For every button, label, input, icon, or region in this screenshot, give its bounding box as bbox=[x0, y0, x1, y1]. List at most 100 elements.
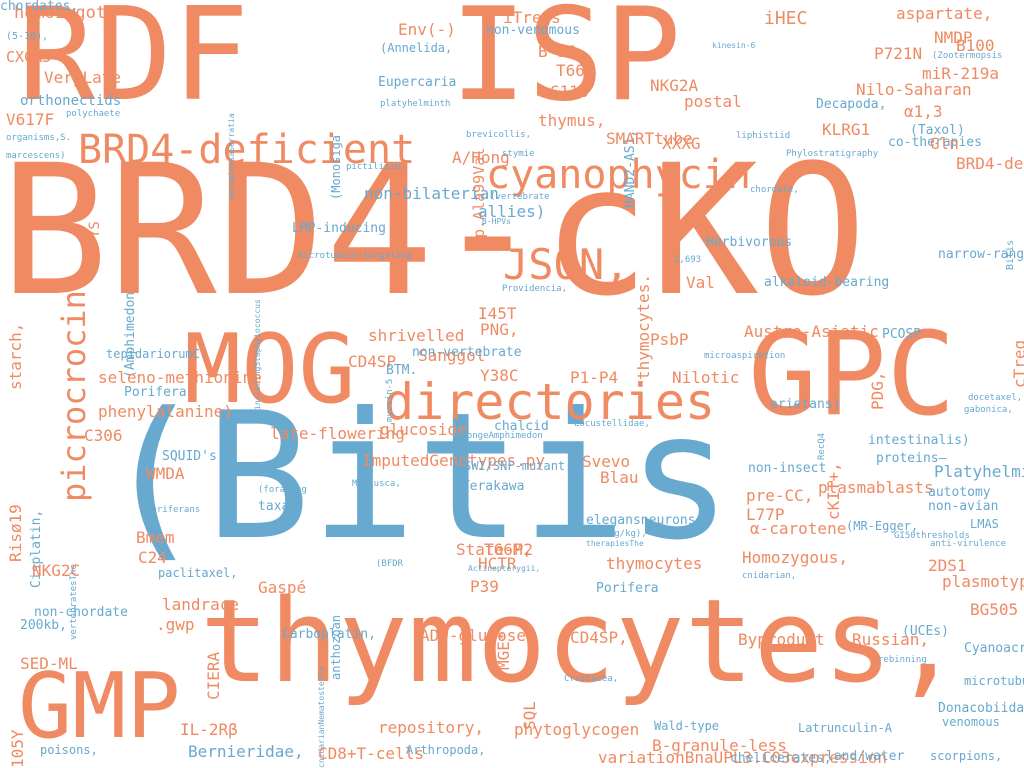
word-cloud-term: chordates, bbox=[0, 0, 79, 14]
word-cloud-term: (5-10), bbox=[6, 31, 49, 42]
word-cloud-term: iTregs bbox=[503, 8, 561, 27]
word-cloud-term: microtubule-guided bbox=[964, 674, 1024, 688]
word-cloud-term: PsbP bbox=[650, 330, 689, 349]
word-cloud-term: proteins— bbox=[876, 451, 947, 466]
word-cloud-term: homozygote bbox=[14, 3, 117, 23]
word-cloud-term: non-avian bbox=[928, 499, 999, 514]
word-cloud-term: Decapoda, bbox=[816, 97, 887, 112]
word-cloud-term: B*35 bbox=[538, 42, 577, 61]
word-cloud-term: scorpions, bbox=[930, 749, 1003, 763]
word-cloud-term: BRD4-deleted bbox=[956, 154, 1024, 173]
word-cloud-term: non-venomous bbox=[486, 23, 580, 38]
word-cloud-term: RecQ4 bbox=[817, 432, 827, 460]
word-cloud-term: land/water bbox=[826, 749, 905, 764]
word-cloud-term: variationBnaUPL3.C03expression bbox=[598, 748, 887, 767]
word-cloud-term: Cyanoacrylate bbox=[964, 641, 1024, 656]
word-cloud-term: late-flowering bbox=[270, 424, 405, 443]
word-cloud-term: C24 bbox=[138, 548, 167, 567]
word-cloud-term: paclitaxel, bbox=[158, 566, 238, 580]
word-cloud-term: PNG, bbox=[480, 320, 519, 339]
word-cloud-term: poriferans bbox=[146, 505, 201, 515]
word-cloud-term: cTreg bbox=[1010, 339, 1024, 388]
word-cloud-term: State-P2 bbox=[456, 540, 534, 559]
word-cloud-term: arietans) bbox=[770, 397, 841, 412]
word-cloud-term: Crustacea, bbox=[564, 674, 619, 684]
word-cloud-term: Svevo bbox=[582, 452, 631, 471]
word-cloud-term: pictilisib, bbox=[346, 162, 406, 172]
word-cloud-term: (Bitis bbox=[100, 376, 733, 579]
word-cloud-term: Blau bbox=[600, 468, 639, 487]
word-cloud-term: SQUID's bbox=[162, 449, 217, 464]
word-cloud-term: alkaloid-bearing bbox=[764, 275, 890, 290]
word-cloud-term: non-bilaterian bbox=[364, 184, 499, 203]
word-cloud-term: Porifera bbox=[124, 385, 187, 400]
word-cloud-term: non-insect bbox=[748, 461, 827, 476]
word-cloud-term: BRD4-cKO bbox=[0, 127, 867, 336]
word-cloud-term: Bernieridae, bbox=[188, 742, 304, 761]
word-cloud-term: starch, bbox=[6, 322, 25, 390]
word-cloud-term: (vertebrate bbox=[490, 192, 550, 202]
word-cloud-term: kinesin-6 bbox=[712, 41, 756, 50]
word-cloud-term: aspartate, bbox=[896, 4, 993, 23]
word-cloud-term: glucoside bbox=[380, 420, 467, 439]
word-cloud-term: ISP bbox=[450, 0, 682, 130]
word-cloud-term: brevicollis, bbox=[466, 130, 532, 140]
word-cloud-term: MOG bbox=[184, 315, 356, 425]
word-cloud-term: anthozoan bbox=[329, 614, 343, 680]
word-cloud-term: miR-219a bbox=[922, 64, 1000, 83]
word-cloud-term: PCOSP bbox=[882, 327, 922, 342]
word-cloud-term: thymocytes. bbox=[634, 274, 653, 380]
word-cloud-term: (Zootermopsis bbox=[932, 51, 1003, 61]
word-cloud-term: Platyhelminthes, bbox=[934, 462, 1024, 481]
word-cloud-term: postal bbox=[684, 92, 742, 111]
word-cloud-term: narrow-range bbox=[938, 247, 1024, 262]
word-cloud-term: taxa: bbox=[258, 499, 298, 514]
word-cloud-term: (Monosiga bbox=[329, 134, 343, 200]
word-cloud-term: L77P bbox=[746, 505, 785, 524]
word-cloud-term: Porifera bbox=[596, 581, 659, 596]
word-cloud-term: non-vertebrate bbox=[412, 345, 522, 360]
word-cloud-term: Nilotic bbox=[672, 368, 740, 387]
word-cloud-term: ImputedGenotypes.py bbox=[362, 451, 546, 470]
word-cloud-term: Donacobiidae bbox=[938, 701, 1024, 716]
word-cloud-term: NMDP bbox=[934, 28, 973, 47]
word-cloud-term: 2DS1 bbox=[928, 556, 967, 575]
word-cloud-term: seleno-methionine bbox=[98, 368, 262, 387]
word-cloud-term: microaspiration bbox=[704, 351, 786, 361]
word-cloud-term: microtubule-targeting bbox=[298, 251, 412, 261]
word-cloud-term: LMP-inducing bbox=[292, 221, 386, 236]
word-cloud-term: plasmablasts bbox=[818, 478, 934, 497]
word-cloud-term: RDF bbox=[18, 0, 250, 130]
word-cloud-term: cnidarian, bbox=[742, 571, 797, 581]
word-cloud-term: landrace bbox=[162, 595, 240, 614]
word-cloud-term: BG505 bbox=[970, 600, 1019, 619]
word-cloud-term: thymocytes bbox=[606, 554, 703, 573]
word-cloud-term: SWI/SNF-mutant bbox=[464, 459, 566, 473]
word-cloud-term: gabonica, bbox=[964, 405, 1013, 415]
word-cloud-term: phenylalanine) bbox=[98, 402, 233, 421]
word-cloud-term: picrocrocin bbox=[55, 290, 93, 502]
word-cloud-term: YS bbox=[87, 221, 103, 238]
word-cloud-term: Gaspé bbox=[258, 578, 307, 597]
word-cloud-term: platyhelminth bbox=[380, 99, 451, 109]
word-cloud-term: GI50thresholds bbox=[894, 531, 970, 541]
word-cloud-term: Nilo-Saharan bbox=[856, 80, 972, 99]
word-cloud-term: thymus, bbox=[538, 111, 606, 130]
word-cloud-term: spongeAmphimedon bbox=[456, 431, 543, 441]
word-cloud-term: Y38C bbox=[480, 366, 519, 385]
word-cloud-term: plasmotype. bbox=[942, 572, 1024, 591]
word-cloud-term: GPC bbox=[748, 308, 956, 442]
word-cloud-term: Sanggol bbox=[418, 346, 486, 365]
word-cloud-term: Russian, bbox=[852, 630, 930, 649]
word-cloud-term: autotomy bbox=[928, 485, 991, 500]
word-cloud-term: co-therapies bbox=[888, 135, 982, 150]
word-cloud-term: Val bbox=[686, 273, 715, 292]
word-cloud-term: B100 bbox=[956, 36, 995, 55]
word-cloud-term: LMAS bbox=[970, 517, 999, 531]
word-cloud-term: stymie bbox=[502, 149, 535, 159]
word-cloud-term: allies) bbox=[478, 202, 546, 221]
word-cloud-term: directories bbox=[384, 373, 716, 431]
word-cloud-term: chalcid bbox=[494, 419, 549, 434]
word-cloud-term: Risø19 bbox=[6, 504, 25, 562]
